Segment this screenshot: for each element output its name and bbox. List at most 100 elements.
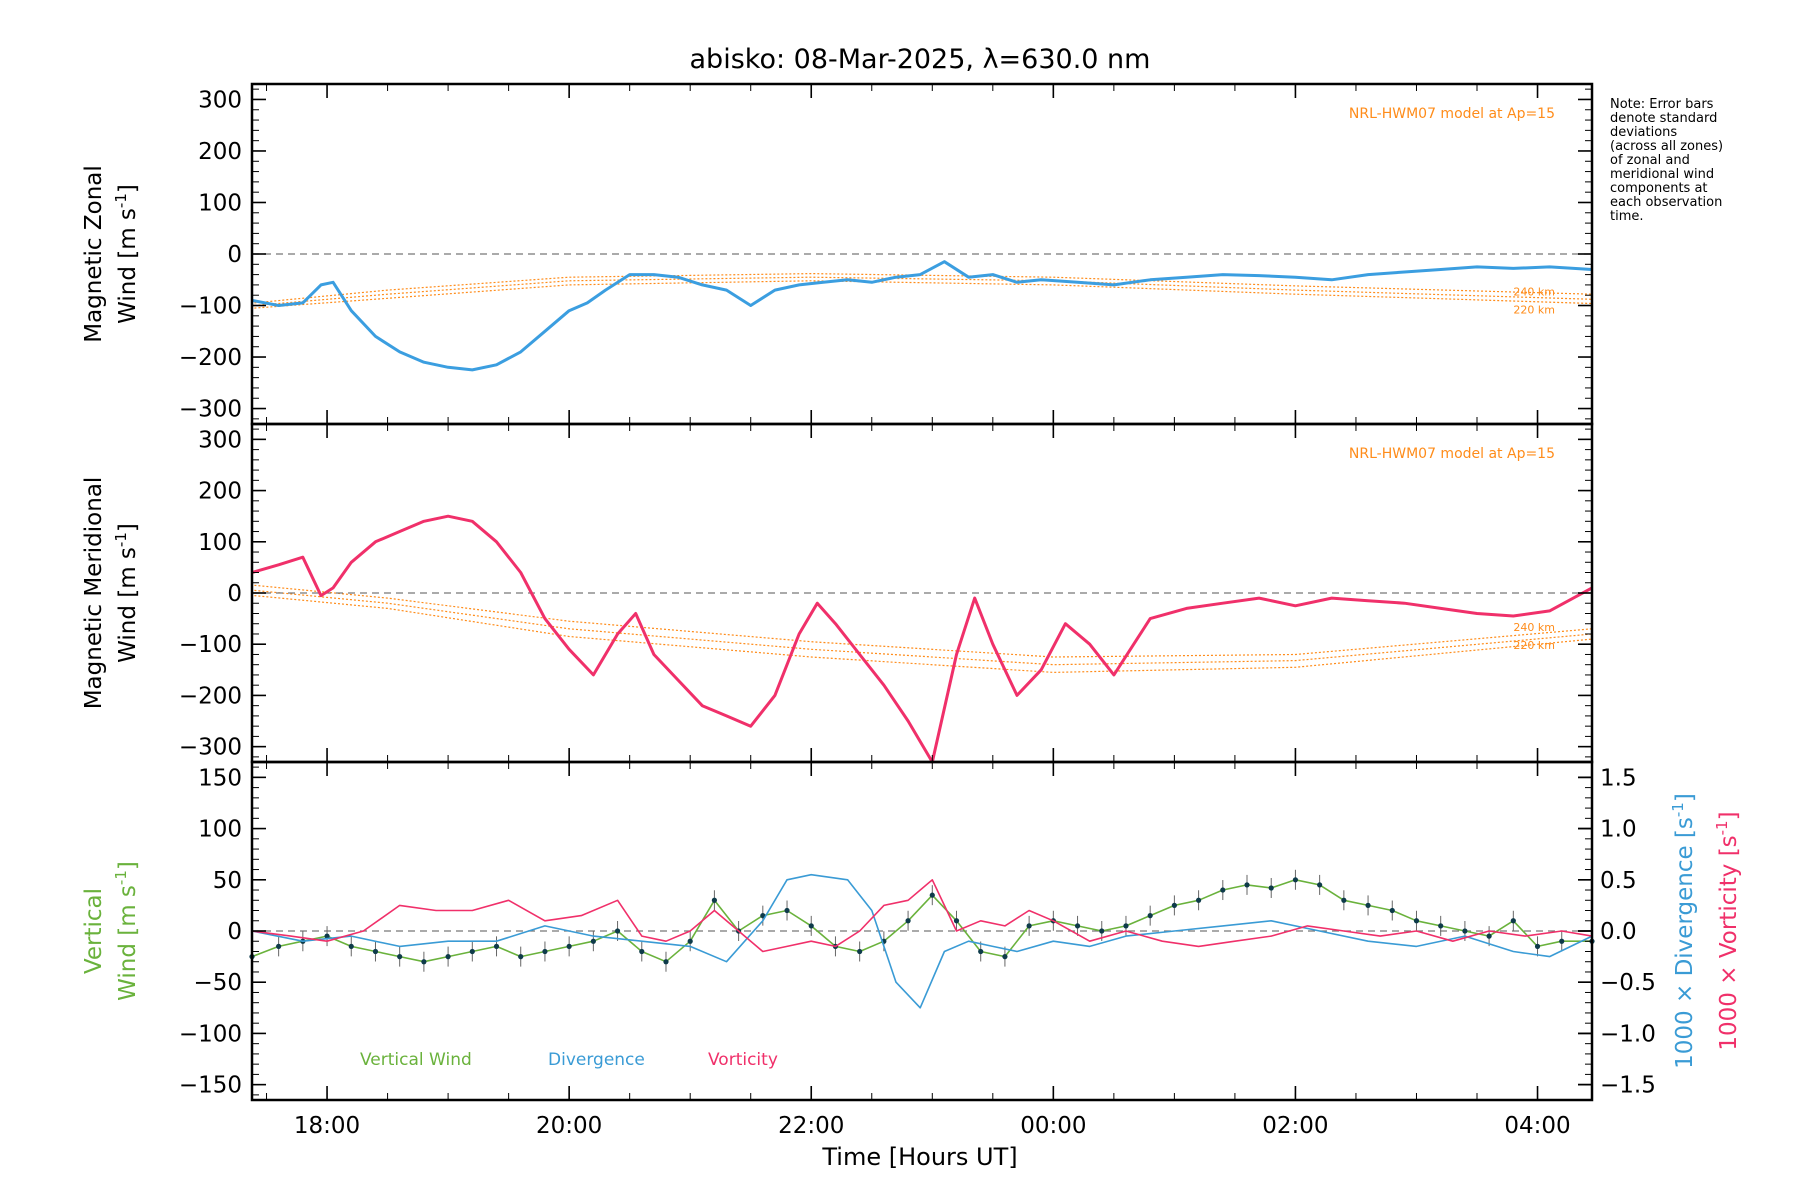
vertical-wind-point [445, 954, 451, 960]
note-line: time. [1610, 209, 1644, 224]
y-tick-label-zonal: 0 [227, 242, 242, 268]
vertical-wind-point [1534, 943, 1541, 949]
altitude-label-meridional: 220 km [1513, 639, 1555, 652]
model-curve-meridional-1 [254, 589, 1593, 666]
y-tick-label-vertical: 100 [198, 817, 242, 843]
note-line: deviations [1610, 125, 1677, 140]
x-tick-label: 04:00 [1504, 1113, 1570, 1139]
vertical-wind-point [372, 948, 379, 955]
vertical-wind-point [1365, 902, 1371, 908]
vertical-wind-point [518, 954, 524, 960]
x-tick-label: 20:00 [536, 1113, 602, 1139]
vertical-wind-point [1486, 933, 1492, 939]
vertical-wind-point [857, 948, 863, 955]
vertical-wind-point [1559, 938, 1565, 944]
vertical-wind-point [566, 943, 572, 949]
altitude-label-zonal: 240 km [1513, 285, 1555, 298]
vertical-wind-point [1171, 902, 1177, 908]
series-vertical-vertical-wind [251, 878, 1592, 963]
note-line: of zonal and [1610, 153, 1690, 168]
vertical-wind-point [663, 959, 669, 965]
vertical-wind-point [397, 954, 403, 960]
panel-vertical: 150 100 50 0 −50 −100 −150 Vertical Wind [m s-1]… [81, 760, 1742, 1102]
vertical-wind-point [1026, 923, 1032, 929]
y2-tick-label: −1.0 [1600, 1021, 1656, 1047]
y-axis-label-line2-vertical: Wind [m s-1] [112, 861, 141, 1001]
y2-tick-label: −1.5 [1600, 1073, 1656, 1099]
y-axis-label-line1-meridional: Magnetic Meridional [81, 477, 107, 710]
y-tick-label-meridional: −100 [179, 632, 242, 658]
note-line: Note: Error bars [1610, 97, 1714, 112]
vertical-wind-point [1074, 923, 1081, 929]
note-line: meridional wind [1610, 167, 1714, 182]
vertical-wind-point [614, 928, 621, 934]
vertical-wind-point [711, 897, 718, 903]
model-label-zonal: NRL-HWM07 model at Ap=15 [1349, 106, 1555, 122]
vertical-wind-point [1341, 897, 1347, 903]
vertical-wind-point [421, 959, 427, 965]
y-tick-label-zonal: −200 [179, 345, 242, 371]
y2-tick-label: 0.0 [1600, 919, 1637, 945]
vertical-wind-point [978, 948, 984, 955]
frame-meridional [250, 422, 1594, 764]
vertical-wind-point [1220, 887, 1226, 893]
series-meridional-meridional-wind [251, 514, 1593, 764]
note-line: (across all zones) [1610, 139, 1723, 154]
altitude-label-zonal: 220 km [1513, 303, 1555, 316]
vertical-wind-point [1268, 885, 1274, 891]
model-curve-meridional-2 [254, 595, 1593, 674]
vertical-wind-point [760, 913, 766, 919]
vertical-wind-point [1292, 877, 1299, 883]
note-line: components at [1610, 181, 1708, 196]
y-tick-label-zonal: 200 [198, 139, 242, 165]
y2-axis-label-divergence: 1000 × Divergence [s-1] [1669, 793, 1698, 1069]
note-line: each observation [1610, 195, 1722, 210]
panel-meridional: 300 200 100 0 −100 −200 −300 Magnetic Meridiona… [81, 422, 1594, 764]
vertical-wind-point [1099, 928, 1105, 934]
frame-zonal [250, 82, 1594, 426]
y-tick-label-meridional: −300 [179, 735, 242, 761]
x-tick-label: 02:00 [1262, 1113, 1328, 1139]
x-axis-label: Time [Hours UT] [821, 1143, 1017, 1171]
series-vertical-divergence [251, 873, 1593, 1009]
vertical-wind-point [1438, 923, 1444, 929]
y2-tick-label: 1.0 [1600, 817, 1637, 843]
x-tick-label: 00:00 [1020, 1113, 1086, 1139]
y-tick-label-meridional: 200 [198, 479, 242, 505]
y-tick-label-zonal: 100 [198, 190, 242, 216]
model-curve-zonal-2 [254, 280, 1593, 309]
y2-tick-label: 1.5 [1600, 765, 1637, 791]
vertical-wind-point [1317, 882, 1323, 888]
y-tick-label-meridional: 0 [227, 581, 242, 607]
model-curve-meridional-0 [254, 584, 1593, 658]
vertical-wind-point [784, 907, 790, 914]
vertical-wind-point [469, 948, 475, 955]
y-tick-label-meridional: 300 [198, 427, 242, 453]
x-tick-label: 18:00 [294, 1113, 360, 1139]
vertical-wind-point [1195, 897, 1202, 903]
y-tick-label-meridional: −200 [179, 683, 242, 709]
y-tick-label-vertical: 0 [227, 919, 242, 945]
legend-vorticity: Vorticity [708, 1050, 778, 1070]
series-vertical-vorticity [251, 878, 1593, 953]
y-tick-label-vertical: −150 [179, 1073, 242, 1099]
vertical-wind-point [348, 943, 354, 949]
vertical-wind-point [1462, 928, 1468, 934]
vertical-wind-point [324, 933, 330, 939]
vertical-wind-point [1123, 923, 1129, 929]
y-tick-label-vertical: −50 [193, 970, 242, 996]
altitude-label-meridional: 240 km [1513, 621, 1555, 634]
chart-title: abisko: 08-Mar-2025, λ=630.0 nm [690, 44, 1151, 75]
series-zonal-zonal-wind [251, 260, 1593, 372]
y-tick-label-zonal: −300 [179, 397, 242, 423]
y-axis-label-line2-zonal: Wind [m s-1] [112, 184, 141, 324]
vertical-wind-point [1244, 882, 1250, 888]
vertical-wind-point [590, 938, 596, 944]
y-tick-label-vertical: 50 [213, 868, 242, 894]
model-label-meridional: NRL-HWM07 model at Ap=15 [1349, 446, 1555, 462]
panel-zonal: 300 200 100 0 −100 −200 −300 Magnetic Zonal Wind… [81, 82, 1594, 426]
